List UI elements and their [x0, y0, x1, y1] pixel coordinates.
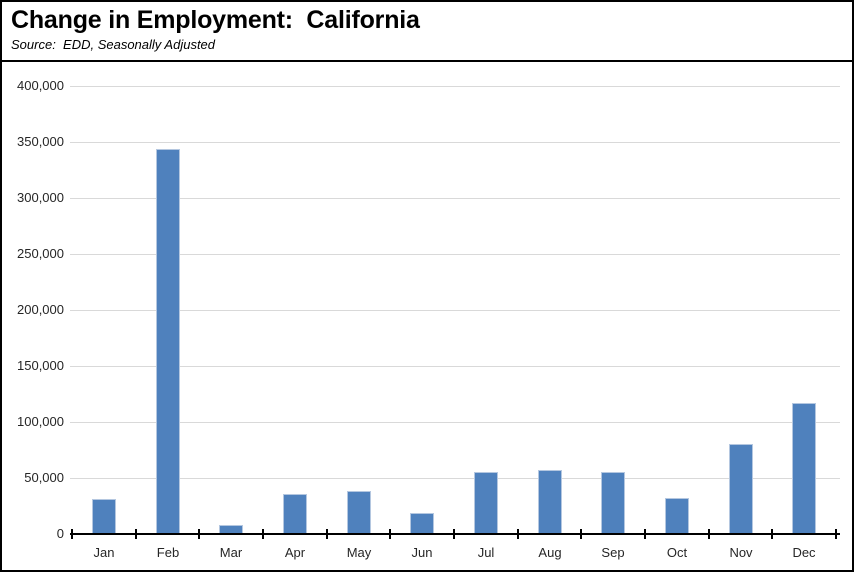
x-axis-label-jun: Jun — [411, 545, 433, 560]
x-axis-label-apr: Apr — [284, 545, 306, 560]
x-axis-label-oct: Oct — [666, 545, 688, 560]
bar-feb — [156, 149, 180, 534]
y-gridline — [70, 366, 840, 367]
x-axis-tick — [708, 529, 710, 539]
bar-jun — [410, 513, 434, 534]
x-axis-tick — [198, 529, 200, 539]
y-axis-tick-label: 300,000 — [17, 190, 64, 205]
y-axis-tick-label: 0 — [56, 526, 64, 541]
y-gridline — [70, 254, 840, 255]
x-axis-tick — [644, 529, 646, 539]
y-gridline — [70, 478, 840, 479]
y-axis-tick-label: 200,000 — [17, 302, 64, 317]
x-axis-label-aug: Aug — [538, 545, 562, 560]
x-axis-tick — [389, 529, 391, 539]
x-axis-line — [70, 533, 840, 535]
plot-area: 0 50,000 100,000 150,000 200,000 250,000 300,0… — [2, 2, 852, 560]
x-axis-tick — [453, 529, 455, 539]
bar-oct — [665, 498, 689, 534]
x-axis-tick — [71, 529, 73, 539]
y-axis-tick-label: 400,000 — [17, 78, 64, 93]
y-axis-tick-label: 150,000 — [17, 358, 64, 373]
x-axis-tick — [835, 529, 837, 539]
x-axis-label-sep: Sep — [601, 545, 625, 560]
bar-apr — [283, 494, 307, 534]
chart-header: Change in Employment: California Source:… — [2, 2, 852, 62]
y-gridline — [70, 86, 840, 87]
chart-title: Change in Employment: California — [11, 6, 420, 34]
x-axis-label-jul: Jul — [477, 545, 495, 560]
x-axis-label-nov: Nov — [729, 545, 753, 560]
bar-may — [347, 491, 371, 534]
bar-nov — [729, 444, 753, 534]
x-axis-tick — [262, 529, 264, 539]
x-axis-label-jan: Jan — [93, 545, 115, 560]
x-axis-tick — [135, 529, 137, 539]
bar-jan — [92, 499, 116, 534]
bar-jul — [474, 472, 498, 534]
chart-source-note: Source: EDD, Seasonally Adjusted — [11, 37, 216, 52]
y-gridline — [70, 142, 840, 143]
x-axis-label-feb: Feb — [156, 545, 180, 560]
y-axis-tick-label: 100,000 — [17, 414, 64, 429]
x-axis-label-dec: Dec — [792, 545, 816, 560]
x-axis-tick — [580, 529, 582, 539]
bar-dec — [792, 403, 816, 534]
y-gridline — [70, 310, 840, 311]
bar-mar — [219, 525, 243, 534]
y-axis-tick-label: 250,000 — [17, 246, 64, 261]
y-axis-tick-label: 350,000 — [17, 134, 64, 149]
x-axis-tick — [771, 529, 773, 539]
x-axis-tick — [517, 529, 519, 539]
bar-aug — [538, 470, 562, 534]
x-axis-label-may: May — [346, 545, 372, 560]
y-axis-tick-label: 50,000 — [24, 470, 64, 485]
y-gridline — [70, 198, 840, 199]
x-axis-label-mar: Mar — [219, 545, 243, 560]
y-gridline — [70, 422, 840, 423]
bar-sep — [601, 472, 625, 534]
x-axis-tick — [326, 529, 328, 539]
